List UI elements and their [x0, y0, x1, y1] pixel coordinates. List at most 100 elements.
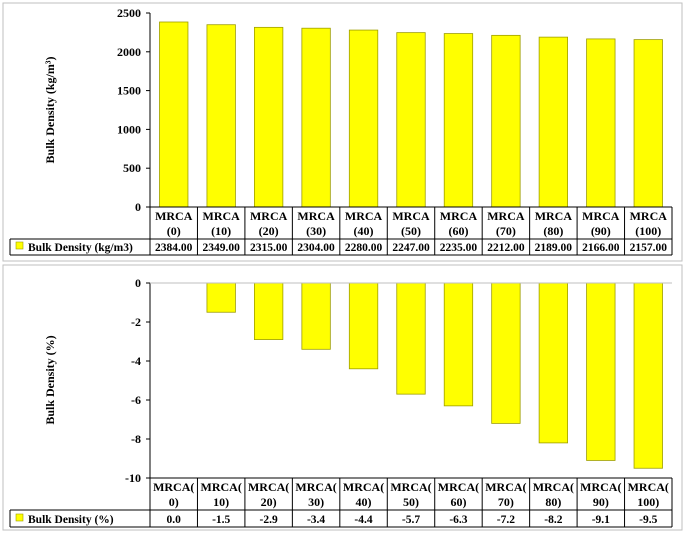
x-tick-label: (50) [401, 224, 421, 238]
bar [443, 282, 474, 407]
x-tick-label: MRCA [582, 209, 620, 223]
y-tick-label: -8 [131, 432, 141, 446]
bar [206, 24, 236, 208]
data-table-value: 0.0 [167, 514, 182, 526]
x-tick-label: (30) [306, 224, 326, 238]
x-tick-label: MRCA( [533, 480, 574, 494]
bar [633, 282, 663, 469]
chart-frame [2, 264, 683, 531]
y-tick-label: -4 [131, 354, 141, 368]
data-table-value: -5.7 [402, 514, 420, 526]
data-table-value: 2280.00 [345, 242, 383, 254]
data-table-value: 2247.00 [392, 242, 430, 254]
data-table-value: -4.4 [354, 514, 372, 526]
x-tick-label: MRCA( [153, 480, 194, 494]
legend-key [15, 513, 24, 522]
x-tick-label: MRCA [297, 209, 335, 223]
data-table-value: -9.1 [592, 514, 610, 526]
data-table-value: 2384.00 [155, 242, 193, 254]
bar [491, 282, 521, 424]
bar [301, 282, 331, 350]
data-table-value: 2235.00 [440, 242, 478, 254]
x-tick-label: 80) [545, 495, 561, 509]
bar [396, 32, 426, 208]
x-tick-label: (10) [211, 224, 231, 238]
x-tick-label: 10) [213, 495, 229, 509]
x-tick-label: (80) [543, 224, 563, 238]
y-tick-label: -6 [131, 393, 141, 407]
x-tick-label: (0) [167, 224, 181, 238]
x-tick-label: MRCA [155, 209, 193, 223]
x-tick-label: MRCA( [438, 480, 479, 494]
bar [586, 282, 616, 461]
chart-frame [2, 2, 683, 262]
x-tick-label: MRCA [392, 209, 430, 223]
bar [443, 33, 474, 208]
x-tick-label: 40) [356, 495, 372, 509]
data-table-value: -7.2 [497, 514, 515, 526]
data-table-value: -3.4 [307, 514, 325, 526]
y-axis-label: Bulk Density (%) [43, 335, 57, 424]
x-tick-label: 50) [403, 495, 419, 509]
x-tick-label: (90) [591, 224, 611, 238]
data-table-value: 2189.00 [535, 242, 573, 254]
x-tick-label: MRCA( [201, 480, 242, 494]
x-tick-label: 0) [169, 495, 179, 509]
x-tick-label: MRCA [535, 209, 573, 223]
y-tick-label: 1500 [117, 84, 141, 98]
x-tick-label: 60) [450, 495, 466, 509]
x-tick-label: 30) [308, 495, 324, 509]
x-tick-label: MRCA( [248, 480, 289, 494]
y-tick-label: -2 [131, 315, 141, 329]
bar [586, 38, 616, 208]
x-tick-label: 70) [498, 495, 514, 509]
y-axis-label: Bulk Density (kg/m³) [43, 57, 57, 164]
x-tick-label: MRCA( [295, 480, 336, 494]
bar [348, 282, 379, 370]
x-tick-label: MRCA [630, 209, 668, 223]
x-tick-label: (40) [354, 224, 374, 238]
y-tick-label: -10 [125, 471, 141, 485]
y-tick-label: 500 [123, 161, 141, 175]
data-table-value: 2304.00 [297, 242, 335, 254]
bar [633, 39, 663, 208]
x-tick-label: MRCA( [580, 480, 621, 494]
x-tick-label: 100) [637, 495, 659, 509]
x-tick-label: (60) [448, 224, 468, 238]
x-tick-label: 20) [261, 495, 277, 509]
x-tick-label: MRCA [345, 209, 383, 223]
y-tick-label: 0 [135, 200, 141, 214]
bar [253, 282, 284, 340]
x-tick-label: MRCA( [628, 480, 669, 494]
bar [206, 282, 236, 313]
data-table-value: 2166.00 [582, 242, 620, 254]
x-tick-label: MRCA [250, 209, 288, 223]
y-tick-label: 2000 [117, 45, 141, 59]
bar [301, 27, 331, 208]
bar [348, 29, 379, 208]
bar [159, 21, 189, 208]
bar [538, 36, 568, 208]
bar [253, 26, 284, 208]
data-table-value: 2315.00 [250, 242, 288, 254]
bar [538, 282, 568, 444]
legend-series-name: Bulk Density (kg/m3) [28, 242, 133, 254]
data-table-value: -2.9 [260, 514, 278, 526]
data-table-value: -9.5 [639, 514, 657, 526]
data-table-value: 2349.00 [202, 242, 240, 254]
x-tick-label: MRCA( [390, 480, 431, 494]
legend-key [15, 241, 24, 250]
bar [491, 34, 521, 208]
x-tick-label: MRCA [487, 209, 525, 223]
x-tick-label: (70) [496, 224, 516, 238]
x-tick-label: MRCA( [343, 480, 384, 494]
y-tick-label: 0 [135, 276, 141, 290]
data-table-value: -8.2 [544, 514, 562, 526]
x-tick-label: MRCA [203, 209, 241, 223]
bar [396, 282, 426, 395]
data-table-value: 2157.00 [630, 242, 668, 254]
legend-series-name: Bulk Density (%) [28, 514, 114, 526]
